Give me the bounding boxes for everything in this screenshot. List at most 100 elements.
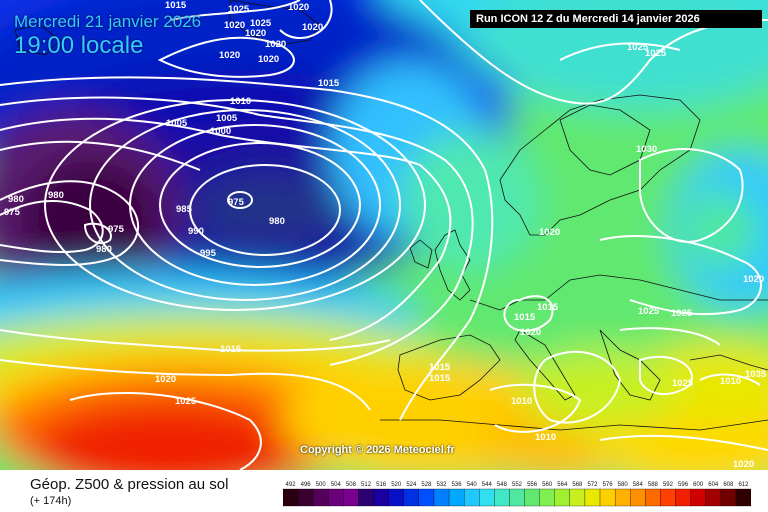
scale-tick-label: 600: [693, 482, 704, 488]
scale-tick-label: 576: [603, 482, 614, 488]
scale-tick-label: 532: [437, 482, 448, 488]
scale-tick-label: 508: [346, 482, 357, 488]
isobar-label: 1030: [636, 144, 657, 155]
scale-tick-label: 520: [391, 482, 402, 488]
scale-tick-label: 580: [618, 482, 629, 488]
scale-swatch: [614, 488, 631, 507]
isobar-label: 1020: [245, 28, 266, 39]
scale-tick-label: 504: [331, 482, 342, 488]
isobar-label: 1010: [535, 432, 556, 443]
scale-tick-label: 608: [723, 482, 734, 488]
isobar-label: 1020: [258, 54, 279, 65]
isobar-label: 1015: [165, 0, 187, 11]
scale-swatch: [373, 488, 389, 507]
isobar-label: 1005: [216, 113, 238, 124]
isobar-label: 1025: [250, 18, 272, 29]
scale-swatch: [313, 488, 329, 507]
scale-swatch: [660, 488, 676, 507]
isobar-label: 980: [96, 244, 112, 255]
scale-swatch: [720, 488, 737, 507]
isobar-label: 1010: [230, 96, 251, 107]
isobar-label: 1020: [224, 20, 245, 31]
scale-swatch: [494, 488, 510, 507]
isobar-label: 995: [200, 248, 217, 259]
isobar-label: 975: [108, 224, 125, 235]
scale-tick-label: 596: [678, 482, 689, 488]
isobar-label: 1025: [175, 396, 197, 407]
isobar-label: 1005: [166, 118, 188, 129]
scale-swatch: [509, 488, 525, 507]
scale-tick-label: 612: [738, 482, 749, 488]
scale-swatch: [630, 488, 646, 507]
isobar-label: 1025: [627, 42, 649, 53]
isobar-label: 1000: [210, 126, 231, 137]
geopotential-field: [0, 0, 768, 470]
scale-swatch: [297, 488, 314, 507]
scale-swatch: [584, 488, 601, 507]
scale-tick-label: 584: [633, 482, 644, 488]
scale-swatch: [448, 488, 465, 507]
scale-swatch: [554, 488, 570, 507]
isobar-label: 980: [8, 194, 24, 205]
copyright-notice: Copyright © 2026 Meteociel.fr: [300, 444, 455, 456]
scale-tick-label: 512: [361, 482, 372, 488]
scale-swatch: [690, 488, 706, 507]
isobar-label: 1025: [645, 48, 667, 59]
forecast-local-time: 19:00 locale: [14, 32, 144, 59]
scale-tick-label: 572: [587, 482, 598, 488]
isobar-label: 1015: [429, 373, 451, 384]
isobar-label: 1010: [511, 396, 532, 407]
isobar-label: 975: [228, 197, 245, 208]
scale-tick-label: 604: [708, 482, 719, 488]
isobar-label: 1015: [220, 344, 242, 355]
isobar-label: 980: [48, 190, 64, 201]
isobars: [0, 0, 768, 470]
isobar-label: 1020: [219, 50, 240, 61]
scale-tick-label: 592: [663, 482, 674, 488]
legend-lead-time: (+ 174h): [30, 495, 72, 507]
scale-swatch: [479, 488, 495, 507]
scale-tick-label: 548: [497, 482, 508, 488]
isobar-label: 1015: [318, 78, 340, 89]
isobar-label: 1020: [539, 227, 560, 238]
scale-tick-label: 588: [648, 482, 659, 488]
scale-swatch: [418, 488, 435, 507]
scale-swatch: [403, 488, 420, 507]
scale-swatch: [464, 488, 480, 507]
isobar-label: 1020: [155, 374, 176, 385]
scale-tick-label: 540: [467, 482, 478, 488]
scale-swatch: [645, 488, 661, 507]
scale-swatch: [388, 488, 404, 507]
forecast-date: Mercredi 21 janvier 2026: [14, 12, 202, 31]
scale-swatch: [735, 488, 751, 507]
isobar-label: 1035: [745, 369, 767, 380]
scale-tick-label: 516: [376, 482, 387, 488]
scale-tick-label: 564: [557, 482, 568, 488]
legend-footer: Géop. Z500 & pression au sol (+ 174h) 49…: [0, 470, 768, 512]
scale-tick-label: 556: [527, 482, 538, 488]
isobar-label: 1020: [520, 327, 541, 338]
color-scale: 492 496 500 504 508 512 516 520 524 528 532 536 540 5…: [283, 482, 751, 507]
scale-swatch: [524, 488, 540, 507]
scale-swatch: [705, 488, 721, 507]
isobar-label: 990: [188, 226, 204, 237]
isobar-label: 975: [4, 207, 21, 218]
isobar-label: 1020: [743, 274, 764, 285]
isobar-label: 1025: [638, 306, 660, 317]
scale-tick-label: 528: [421, 482, 432, 488]
isobar-label: 1020: [288, 2, 309, 13]
scale-swatch: [328, 488, 344, 507]
scale-tick-label: 552: [512, 482, 523, 488]
isobar-label: 1020: [265, 39, 286, 50]
scale-tick-label: 492: [286, 482, 297, 488]
weather-map: 1015 1025 1025 1020 1020 1020 1020 1020 1020 1020…: [0, 0, 768, 470]
scale-swatch: [675, 488, 691, 507]
scale-tick-label: 568: [572, 482, 583, 488]
scale-swatch: [539, 488, 555, 507]
scale-tick-label: 500: [316, 482, 327, 488]
scale-tick-label: 560: [542, 482, 553, 488]
isobar-label: 1015: [429, 362, 451, 373]
isobar-label: 1020: [733, 459, 754, 470]
